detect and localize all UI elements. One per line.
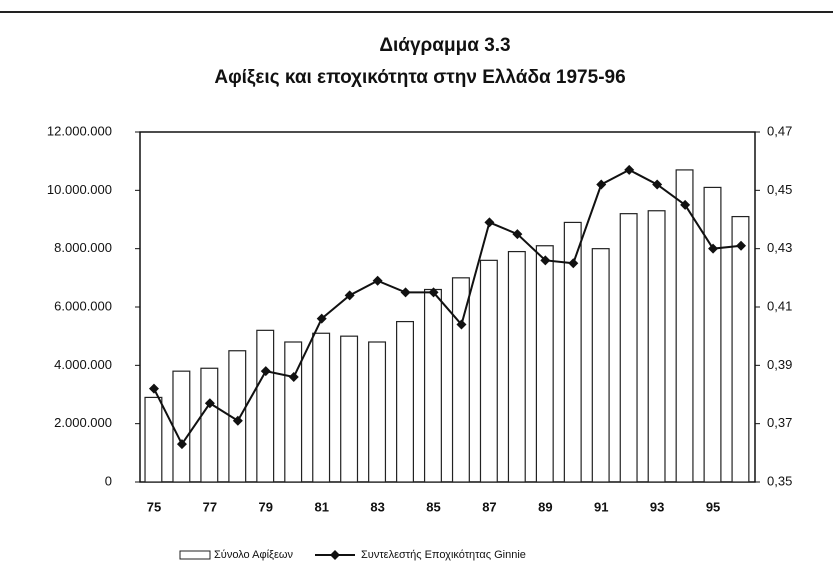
bar [340,335,359,483]
line-marker [624,164,635,175]
line-marker [596,179,607,190]
line-marker [708,243,719,254]
line-marker [680,199,691,210]
x-tick-label: 81 [314,499,328,514]
line-marker [512,229,523,240]
x-tick-label: 87 [482,499,496,514]
y-tick-label: 6.000.000 [54,298,112,313]
line-marker [316,313,327,324]
y2-tick-label: 0,41 [767,298,792,313]
y-tick-label: 0 [105,473,112,488]
legend-label: Συντελεστής Εποχικότητας Ginnie [361,549,526,561]
bar [535,245,554,483]
line-marker [288,372,299,382]
y-tick-label: 2.000.000 [54,415,112,430]
legend-label: Σύνολο Αφίξεων [214,549,293,561]
line-marker [204,398,215,409]
line-marker [652,179,663,190]
bar [675,169,694,483]
bar [451,277,470,483]
bar [479,259,498,483]
bar [507,250,526,483]
chart-subtitle: Αφίξεις και εποχικότητα στην Ελλάδα 1975… [214,67,625,88]
x-tick-label: 95 [706,499,720,514]
y-tick-label: 10.000.000 [47,182,112,197]
bar [144,396,163,483]
line-marker [568,258,579,269]
line-marker [736,240,747,251]
legend-marker [330,550,340,560]
line-marker [372,275,383,286]
bar [172,370,191,483]
bar [256,329,275,483]
chart-title: Διάγραμμα 3.3 [379,35,510,56]
x-tick-label: 79 [259,499,273,514]
line-marker [260,366,271,377]
bar [703,186,722,483]
y2-tick-label: 0,43 [767,240,792,255]
y2-tick-label: 0,37 [767,415,792,430]
line-marker [456,319,467,330]
line-marker [232,415,243,426]
bar [731,215,750,483]
y2-tick-label: 0,35 [767,473,792,488]
y2-tick-label: 0,47 [767,123,792,138]
line-marker [176,439,187,450]
line-marker [148,383,159,394]
y-tick-label: 4.000.000 [54,357,112,372]
line-marker [400,287,411,298]
bar [563,221,582,483]
bar [284,341,303,483]
bar [619,213,638,483]
y-tick-label: 8.000.000 [54,240,112,255]
x-tick-label: 75 [147,499,161,514]
bar [647,210,666,483]
line-marker [344,290,355,301]
x-tick-label: 83 [370,499,384,514]
legend-swatch [179,550,211,560]
line [153,168,742,447]
line-marker [540,255,551,266]
x-tick-label: 89 [538,499,552,514]
x-tick-label: 91 [594,499,608,514]
y-tick-label: 12.000.000 [47,123,112,138]
bar [312,332,331,483]
x-tick-label: 85 [426,499,440,514]
bar [200,367,219,483]
y2-tick-label: 0,39 [767,357,792,372]
bar [591,248,610,483]
x-tick-label: 93 [650,499,664,514]
y2-tick-label: 0,45 [767,182,792,197]
line-marker [428,287,439,298]
bar [423,288,442,483]
x-tick-label: 77 [203,499,217,514]
line-marker [484,217,495,228]
bar [368,341,387,483]
bar [396,320,414,483]
